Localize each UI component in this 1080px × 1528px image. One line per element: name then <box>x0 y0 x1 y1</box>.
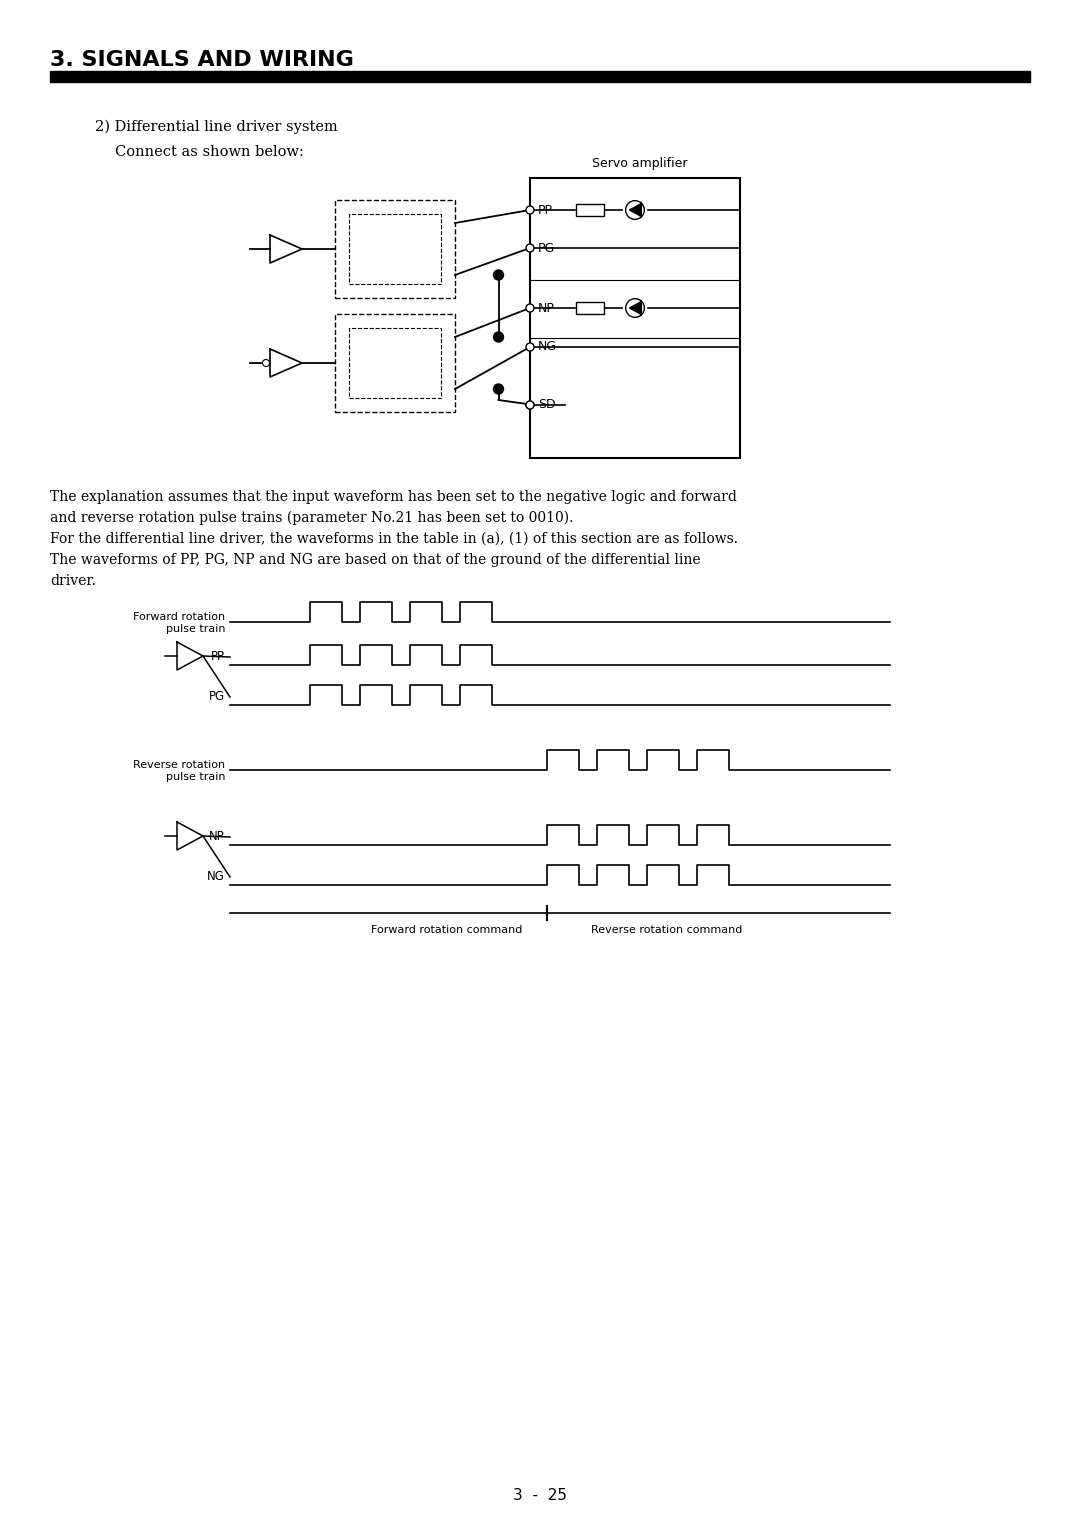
Text: 3. SIGNALS AND WIRING: 3. SIGNALS AND WIRING <box>50 50 354 70</box>
Circle shape <box>526 244 534 252</box>
Text: The explanation assumes that the input waveform has been set to the negative log: The explanation assumes that the input w… <box>50 490 737 504</box>
Bar <box>576 303 604 313</box>
Circle shape <box>494 270 503 280</box>
Circle shape <box>526 342 534 351</box>
Text: NG: NG <box>207 871 225 883</box>
Text: Servo amplifier: Servo amplifier <box>592 157 688 170</box>
Text: driver.: driver. <box>50 575 96 588</box>
Text: PG: PG <box>208 691 225 703</box>
Bar <box>50 70 1030 83</box>
Text: NP: NP <box>538 301 555 315</box>
Bar <box>335 200 455 298</box>
Bar <box>349 214 441 284</box>
Text: Forward rotation
pulse train: Forward rotation pulse train <box>133 613 225 634</box>
Circle shape <box>625 200 645 220</box>
Polygon shape <box>630 303 640 315</box>
Text: NG: NG <box>538 341 557 353</box>
Circle shape <box>526 400 534 410</box>
Circle shape <box>494 332 503 342</box>
Text: Forward rotation command: Forward rotation command <box>372 924 523 935</box>
Bar <box>349 329 441 397</box>
Circle shape <box>625 298 645 318</box>
Text: For the differential line driver, the waveforms in the table in (a), (1) of this: For the differential line driver, the wa… <box>50 532 738 545</box>
Circle shape <box>526 206 534 214</box>
Circle shape <box>262 359 270 367</box>
Bar <box>576 205 604 215</box>
Text: PG: PG <box>538 241 555 255</box>
Circle shape <box>526 400 534 410</box>
Circle shape <box>494 384 503 394</box>
Text: 3  -  25: 3 - 25 <box>513 1488 567 1504</box>
Text: Reverse rotation
pulse train: Reverse rotation pulse train <box>133 759 225 782</box>
Text: PP: PP <box>211 651 225 663</box>
Text: and reverse rotation pulse trains (parameter No.21 has been set to 0010).: and reverse rotation pulse trains (param… <box>50 510 573 526</box>
Text: Reverse rotation command: Reverse rotation command <box>592 924 743 935</box>
Bar <box>335 313 455 413</box>
Polygon shape <box>630 203 640 215</box>
Text: The waveforms of PP, PG, NP and NG are based on that of the ground of the differ: The waveforms of PP, PG, NP and NG are b… <box>50 553 701 567</box>
Text: PP: PP <box>538 203 553 217</box>
Circle shape <box>526 304 534 312</box>
Text: 2) Differential line driver system: 2) Differential line driver system <box>95 121 338 134</box>
Text: Connect as shown below:: Connect as shown below: <box>114 145 303 159</box>
Text: SD: SD <box>538 399 555 411</box>
Text: NP: NP <box>210 831 225 843</box>
Bar <box>530 177 740 458</box>
